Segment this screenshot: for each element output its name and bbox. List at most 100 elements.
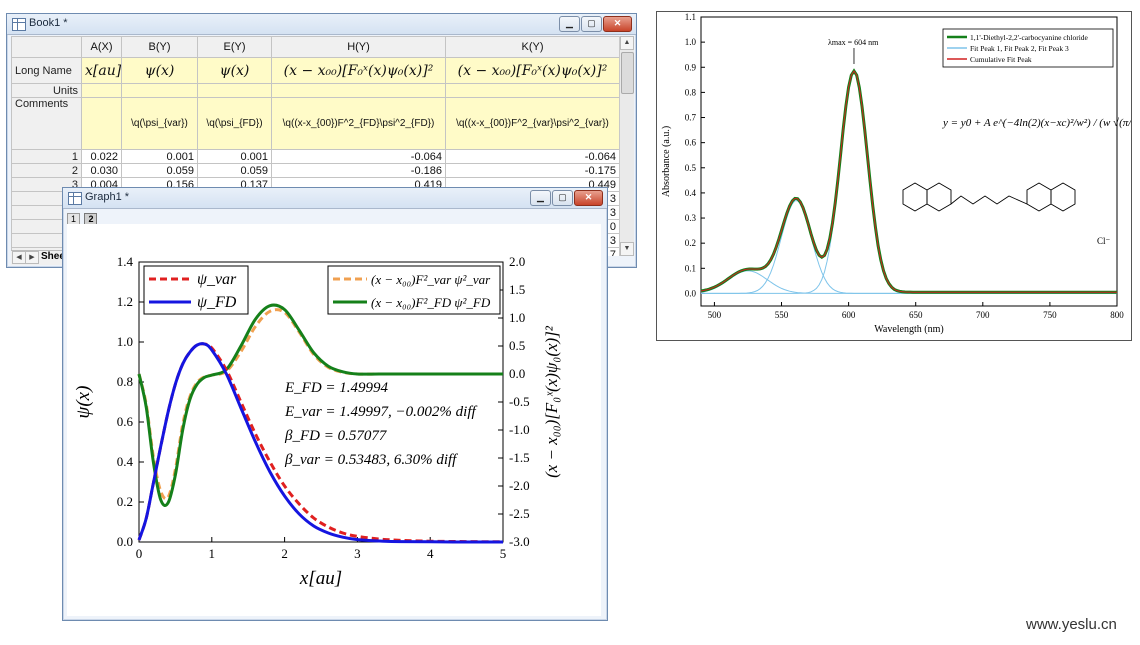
molecule-ring: [1050, 182, 1076, 212]
units-cell[interactable]: [445, 83, 619, 98]
units-cell[interactable]: [271, 83, 446, 98]
y-tick-label: 1.4: [117, 254, 134, 269]
row-label-comments[interactable]: Comments: [11, 97, 82, 150]
scroll-thumb[interactable]: [621, 52, 634, 94]
data-cell[interactable]: -0.064: [445, 149, 619, 164]
row-label-long-name[interactable]: Long Name: [11, 57, 82, 84]
tab-prev-arrow[interactable]: ◀: [12, 251, 26, 264]
y2-tick-label: 0.0: [509, 366, 525, 381]
y-tick-label: 0.2: [685, 238, 696, 248]
row-label-units[interactable]: Units: [11, 83, 82, 98]
cumulative-fit: [700, 70, 1117, 293]
data-cell[interactable]: 0.030: [81, 163, 122, 178]
x-tick-label: 5: [500, 546, 507, 561]
data-cell[interactable]: 0.001: [197, 149, 272, 164]
graph1-title: Graph1 *: [85, 191, 130, 203]
y-tick-label: 0.9: [685, 62, 697, 72]
comment-cell[interactable]: \q((x-x_{00})F^2_{FD}\psi^2_{FD}): [271, 97, 446, 150]
column-header[interactable]: A(X): [81, 36, 122, 58]
molecule-ring: [902, 182, 928, 212]
energy-annotation: β_FD = 0.57077: [284, 428, 388, 444]
long-name-cell[interactable]: ψ(x): [197, 57, 272, 84]
long-name-cell[interactable]: x[au]: [81, 57, 122, 84]
y2-tick-label: 0.5: [509, 338, 525, 353]
table-row[interactable]: 2 0.030 0.059 0.059 -0.186 -0.175: [11, 163, 619, 178]
graph-window-icon: [68, 192, 82, 205]
y2-tick-label: -1.5: [509, 450, 530, 465]
energy-annotation: E_var = 1.49997, −0.002% diff: [284, 404, 477, 420]
y2-tick-label: -0.5: [509, 394, 530, 409]
book1-titlebar[interactable]: Book1 * ▁ ▢ ✕: [7, 14, 636, 35]
comment-cell[interactable]: \q((x-x_{00})F^2_{var}\psi^2_{var}): [445, 97, 619, 150]
row-number[interactable]: 1: [11, 149, 82, 164]
y-tick-label: 0.8: [117, 374, 133, 389]
x-tick-label: 800: [1110, 310, 1124, 320]
legend-label-psi-fd: ψ_FD: [197, 294, 237, 311]
series-line-2: [137, 308, 503, 501]
lambda-max-label: λmax = 604 nm: [828, 38, 879, 47]
y-axis-label: Absorbance (a.u.): [661, 126, 672, 197]
energy-annotation: E_FD = 1.49994: [284, 380, 389, 396]
legend-right-box: [327, 265, 501, 315]
data-cell[interactable]: 0.059: [197, 163, 272, 178]
y2-tick-label: -2.0: [509, 478, 530, 493]
x-tick-label: 0: [136, 546, 143, 561]
comment-cell[interactable]: \q(\psi_{FD}): [197, 97, 272, 150]
sheet-tab[interactable]: Sheet1: [41, 251, 71, 262]
x-tick-label: 2: [281, 546, 288, 561]
column-header[interactable]: K(Y): [445, 36, 619, 58]
maximize-button[interactable]: ▢: [552, 190, 573, 206]
minimize-button[interactable]: ▁: [530, 190, 551, 206]
long-name-cell[interactable]: (x − x₀₀)[F₀ˣ(x)ψ₀(x)]²: [271, 57, 446, 84]
graph1-window[interactable]: Graph1 * ▁ ▢ ✕ 1 2 0 1 2 3 4 5 0.0 0.2 0.4 0.6 0.8…: [62, 187, 608, 621]
comment-cell[interactable]: \q(\psi_{var}): [121, 97, 198, 150]
units-cell[interactable]: [81, 83, 122, 98]
molecule-chain: [950, 195, 1028, 205]
row-number[interactable]: 2: [11, 163, 82, 178]
vertical-scrollbar[interactable]: ▲ ▼: [619, 36, 634, 256]
data-cell[interactable]: -0.186: [271, 163, 446, 178]
layer-tabs: 1 2: [67, 209, 98, 227]
absorbance-figure: 500 550 600 650 700 750 800 0.0 0.1 0.2 0.3 0.4 0.5 0…: [656, 11, 1140, 341]
y-axis-label: ψ(x): [73, 386, 94, 419]
watermark: www.yeslu.cn: [1026, 616, 1117, 633]
column-header[interactable]: B(Y): [121, 36, 198, 58]
minimize-button[interactable]: ▁: [559, 16, 580, 32]
scroll-down-arrow[interactable]: ▼: [620, 242, 634, 256]
data-cell[interactable]: 0.022: [81, 149, 122, 164]
comment-cell[interactable]: [81, 97, 122, 150]
close-button[interactable]: ✕: [574, 190, 603, 206]
column-header[interactable]: H(Y): [271, 36, 446, 58]
fit-peak-3: [701, 71, 1117, 294]
measured-spectrum: [700, 68, 1117, 294]
tab-next-arrow[interactable]: ▶: [25, 251, 39, 264]
y-tick-label: 1.0: [685, 37, 697, 47]
layer-tab-2[interactable]: 2: [84, 213, 98, 226]
units-cell[interactable]: [121, 83, 198, 98]
y-tick-label: 0.6: [117, 414, 134, 429]
units-cell[interactable]: [197, 83, 272, 98]
table-row[interactable]: 1 0.022 0.001 0.001 -0.064 -0.064: [11, 149, 619, 164]
plot-frame: [700, 16, 1118, 307]
sheet-tab-bar: ◀ ▶ Sheet1: [11, 250, 71, 265]
data-cell[interactable]: -0.064: [271, 149, 446, 164]
long-name-cell[interactable]: (x − x₀₀)[F₀ˣ(x)ψ₀(x)]²: [445, 57, 619, 84]
graph1-titlebar[interactable]: Graph1 * ▁ ▢ ✕: [63, 188, 607, 209]
y2-tick-label: 1.5: [509, 282, 525, 297]
graph-page[interactable]: 0 1 2 3 4 5 0.0 0.2 0.4 0.6 0.8 1.0 1.2 1.4 2.0 1.5 1.0 0…: [67, 224, 601, 616]
data-cell[interactable]: 0.059: [121, 163, 198, 178]
x-tick-label: 4: [427, 546, 434, 561]
x-tick-label: 550: [775, 310, 789, 320]
counter-ion: Cl⁻: [1097, 236, 1111, 246]
corner-cell[interactable]: [11, 36, 82, 58]
legend-label: Cumulative Fit Peak: [970, 55, 1032, 64]
scroll-up-arrow[interactable]: ▲: [620, 36, 634, 50]
maximize-button[interactable]: ▢: [581, 16, 602, 32]
data-cell[interactable]: -0.175: [445, 163, 619, 178]
close-button[interactable]: ✕: [603, 16, 632, 32]
data-cell[interactable]: 0.001: [121, 149, 198, 164]
x-tick-label: 650: [909, 310, 923, 320]
long-name-cell[interactable]: ψ(x): [121, 57, 198, 84]
column-header[interactable]: E(Y): [197, 36, 272, 58]
legend-label-var-product: (x − x₀₀)F²_var ψ²_var: [371, 272, 491, 287]
